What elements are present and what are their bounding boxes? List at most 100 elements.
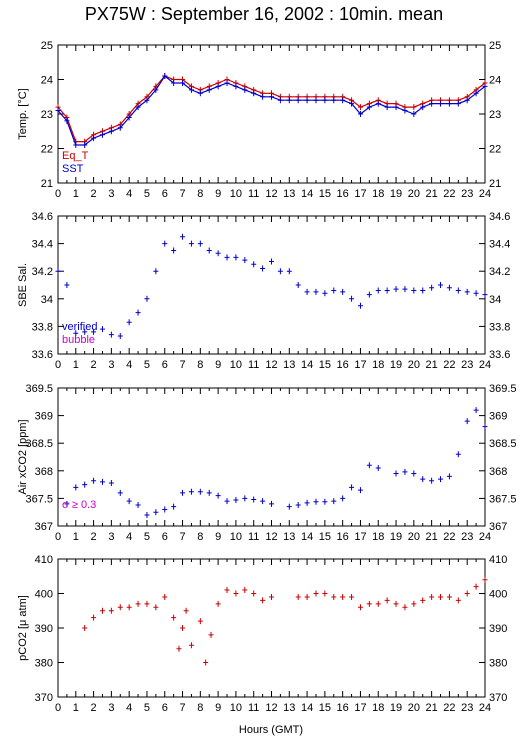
y-tick-label-right: 34 <box>489 294 501 306</box>
chart-panels: 0 1 2 3 4 5 6 7 8 9 10 11 12 13 14 15 16 17 18 19 20 21 22 23 24… <box>17 40 517 714</box>
data-point <box>366 104 372 111</box>
x-tick-label: 12 <box>265 188 277 200</box>
y-tick-label-right: 390 <box>489 623 507 635</box>
data-point <box>269 500 274 507</box>
data-point <box>438 476 444 483</box>
data-point <box>473 583 479 590</box>
data-point <box>99 131 105 138</box>
data-point <box>162 506 168 513</box>
plot-frame <box>57 558 486 698</box>
x-tick-label: 5 <box>144 359 150 371</box>
legend-entry: Eq_T <box>62 150 89 162</box>
data-point <box>126 319 132 326</box>
x-tick-label: 12 <box>265 359 277 371</box>
data-point <box>144 97 150 104</box>
data-point <box>73 330 79 337</box>
y-tick-label-left: 33.8 <box>32 321 53 333</box>
x-tick-label: 13 <box>283 531 295 543</box>
data-point <box>349 484 355 491</box>
data-point <box>366 462 372 469</box>
x-tick-label: 6 <box>162 359 168 371</box>
x-tick-label: 5 <box>144 702 150 714</box>
x-tick-label: 9 <box>215 188 221 200</box>
data-point <box>277 97 283 104</box>
x-tick-label: 11 <box>248 188 259 200</box>
x-tick-label: 4 <box>126 188 132 200</box>
data-point <box>473 290 479 297</box>
data-point <box>215 83 221 90</box>
series-1 <box>82 576 488 666</box>
data-point <box>446 473 452 480</box>
data-point <box>464 288 470 295</box>
data-point <box>455 100 461 107</box>
data-point <box>357 111 363 117</box>
data-point <box>64 500 70 507</box>
data-point <box>197 240 203 247</box>
y-tick-label-right: 410 <box>489 554 507 566</box>
x-axis-label: Hours (GMT) <box>239 724 303 736</box>
data-point <box>153 268 159 275</box>
data-point <box>464 418 470 425</box>
x-tick-label: 15 <box>319 531 331 543</box>
x-tick-label: 3 <box>108 531 114 543</box>
data-point <box>55 107 61 114</box>
y-tick-label-right: 368.5 <box>489 438 517 450</box>
y-tick-label-right: 34.2 <box>489 266 510 278</box>
y-tick-label-left: 380 <box>35 658 53 670</box>
data-point <box>242 257 248 264</box>
x-tick-label: 13 <box>283 359 295 371</box>
x-tick-label: 4 <box>126 531 132 543</box>
data-point <box>171 503 177 510</box>
x-tick-label: 4 <box>126 702 132 714</box>
data-point <box>206 86 212 93</box>
data-point <box>224 254 230 261</box>
x-tick-label: 22 <box>443 359 455 371</box>
data-point <box>420 476 426 483</box>
annotation: σ ≥ 0.3 <box>62 499 96 511</box>
data-point <box>206 247 212 254</box>
x-tick-label: 21 <box>426 359 438 371</box>
data-point <box>464 97 470 104</box>
data-point <box>331 498 337 505</box>
data-point <box>438 593 444 600</box>
x-tick-label: 15 <box>319 359 331 371</box>
series-2 <box>55 73 488 149</box>
data-point <box>108 607 114 614</box>
x-tick-label: 13 <box>283 188 295 200</box>
data-point <box>233 83 239 90</box>
data-point <box>277 268 283 275</box>
data-point <box>73 484 79 491</box>
data-point <box>304 97 310 104</box>
y-tick-label-right: 22 <box>489 144 501 156</box>
y-tick-label-left: 21 <box>41 178 53 190</box>
data-point <box>91 328 97 335</box>
y-tick-label-right: 400 <box>489 589 507 601</box>
y-tick-label-right: 370 <box>489 692 507 704</box>
data-point <box>402 286 408 293</box>
y-tick-label-right: 33.6 <box>489 349 510 361</box>
data-point <box>117 333 123 340</box>
data-point <box>144 295 150 302</box>
data-point <box>366 600 372 607</box>
y-tick-label-left: 369 <box>35 411 53 423</box>
x-tick-label: 10 <box>230 359 242 371</box>
y-tick-label-right: 21 <box>489 178 501 190</box>
data-point <box>197 618 203 625</box>
data-point <box>286 97 292 104</box>
data-point <box>64 282 70 288</box>
x-tick-label: 24 <box>479 359 491 371</box>
x-tick-label: 11 <box>248 531 259 543</box>
data-point <box>420 104 426 111</box>
series-1 <box>64 407 488 518</box>
data-point <box>340 97 346 104</box>
data-point <box>411 470 417 477</box>
data-point <box>233 254 239 261</box>
y-tick-label-right: 34.4 <box>489 239 510 251</box>
panel-2: 0 1 2 3 4 5 6 7 8 9 10 11 12 13 14 15 16 17 18 19 20 21 22 23 24… <box>17 211 510 371</box>
x-tick-label: 23 <box>461 359 473 371</box>
x-tick-label: 20 <box>408 531 420 543</box>
y-tick-label-left: 369.5 <box>25 383 53 395</box>
data-point <box>411 104 417 111</box>
x-tick-label: 9 <box>215 702 221 714</box>
data-point <box>206 489 212 496</box>
